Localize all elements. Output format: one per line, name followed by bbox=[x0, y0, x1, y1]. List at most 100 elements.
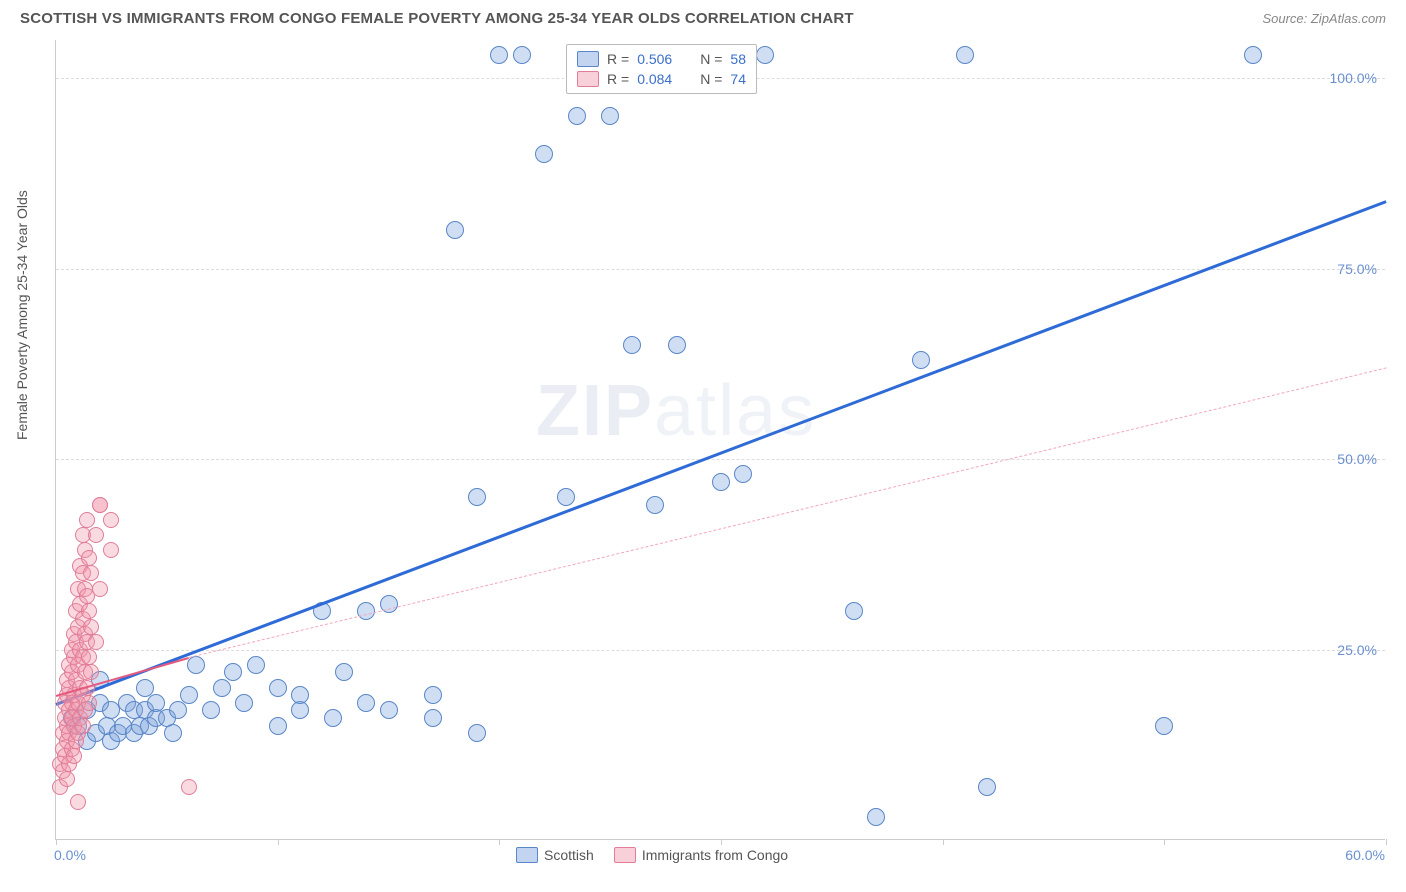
legend-swatch bbox=[577, 51, 599, 67]
legend-r-value: 0.506 bbox=[637, 51, 672, 67]
data-point bbox=[92, 581, 108, 597]
correlation-legend: R = 0.506 N = 58 R = 0.084 N = 74 bbox=[566, 44, 757, 94]
data-point bbox=[468, 488, 486, 506]
data-point bbox=[357, 694, 375, 712]
data-point bbox=[446, 221, 464, 239]
legend-label: Scottish bbox=[544, 847, 594, 863]
data-point bbox=[646, 496, 664, 514]
y-tick-label: 25.0% bbox=[1337, 642, 1377, 658]
legend-swatch bbox=[577, 71, 599, 87]
chart-title: SCOTTISH VS IMMIGRANTS FROM CONGO FEMALE… bbox=[20, 10, 854, 27]
data-point bbox=[557, 488, 575, 506]
legend-n-value: 74 bbox=[730, 71, 746, 87]
x-label-start: 0.0% bbox=[54, 847, 86, 863]
data-point bbox=[513, 46, 531, 64]
data-point bbox=[92, 497, 108, 513]
data-point bbox=[978, 778, 996, 796]
data-point bbox=[81, 695, 97, 711]
data-point bbox=[712, 473, 730, 491]
data-point bbox=[235, 694, 253, 712]
data-point bbox=[424, 709, 442, 727]
legend-r-label: R = bbox=[607, 51, 629, 67]
data-point bbox=[1155, 717, 1173, 735]
legend-n-label: N = bbox=[700, 51, 722, 67]
data-point bbox=[490, 46, 508, 64]
x-label-end: 60.0% bbox=[1345, 847, 1385, 863]
trend-line bbox=[55, 200, 1386, 706]
data-point bbox=[468, 724, 486, 742]
data-point bbox=[180, 686, 198, 704]
data-point bbox=[601, 107, 619, 125]
data-point bbox=[668, 336, 686, 354]
data-point bbox=[734, 465, 752, 483]
data-point bbox=[224, 663, 242, 681]
data-point bbox=[103, 542, 119, 558]
watermark: ZIPatlas bbox=[536, 370, 816, 452]
data-point bbox=[88, 527, 104, 543]
data-point bbox=[169, 701, 187, 719]
x-tick bbox=[56, 839, 57, 845]
data-point bbox=[83, 664, 99, 680]
data-point bbox=[213, 679, 231, 697]
chart-header: SCOTTISH VS IMMIGRANTS FROM CONGO FEMALE… bbox=[0, 0, 1406, 33]
legend-r-value: 0.084 bbox=[637, 71, 672, 87]
x-tick bbox=[721, 839, 722, 845]
data-point bbox=[380, 701, 398, 719]
y-tick-label: 100.0% bbox=[1330, 70, 1377, 86]
legend-n-value: 58 bbox=[730, 51, 746, 67]
data-point bbox=[424, 686, 442, 704]
x-tick bbox=[278, 839, 279, 845]
data-point bbox=[88, 634, 104, 650]
data-point bbox=[164, 724, 182, 742]
series-legend: Scottish Immigrants from Congo bbox=[516, 847, 788, 863]
data-point bbox=[912, 351, 930, 369]
y-tick-label: 50.0% bbox=[1337, 451, 1377, 467]
chart-plot-area: ZIPatlas 25.0%50.0%75.0%100.0%0.0%60.0%R… bbox=[55, 40, 1385, 840]
legend-row: R = 0.506 N = 58 bbox=[577, 49, 746, 69]
data-point bbox=[867, 808, 885, 826]
y-axis-label: Female Poverty Among 25-34 Year Olds bbox=[14, 190, 30, 440]
data-point bbox=[81, 649, 97, 665]
data-point bbox=[956, 46, 974, 64]
data-point bbox=[291, 686, 309, 704]
data-point bbox=[81, 550, 97, 566]
data-point bbox=[79, 512, 95, 528]
watermark-bold: ZIP bbox=[536, 371, 654, 451]
data-point bbox=[83, 619, 99, 635]
x-tick bbox=[1386, 839, 1387, 845]
data-point bbox=[1244, 46, 1262, 64]
trend-line bbox=[189, 368, 1386, 658]
data-point bbox=[623, 336, 641, 354]
data-point bbox=[568, 107, 586, 125]
legend-label: Immigrants from Congo bbox=[642, 847, 788, 863]
legend-swatch bbox=[516, 847, 538, 863]
data-point bbox=[845, 602, 863, 620]
gridline bbox=[56, 650, 1385, 651]
chart-source: Source: ZipAtlas.com bbox=[1262, 11, 1386, 26]
legend-row: R = 0.084 N = 74 bbox=[577, 69, 746, 89]
watermark-thin: atlas bbox=[654, 371, 816, 451]
data-point bbox=[83, 565, 99, 581]
data-point bbox=[70, 794, 86, 810]
data-point bbox=[247, 656, 265, 674]
legend-r-label: R = bbox=[607, 71, 629, 87]
x-tick bbox=[1164, 839, 1165, 845]
data-point bbox=[181, 779, 197, 795]
data-point bbox=[535, 145, 553, 163]
y-tick-label: 75.0% bbox=[1337, 261, 1377, 277]
data-point bbox=[66, 748, 82, 764]
data-point bbox=[324, 709, 342, 727]
legend-item: Scottish bbox=[516, 847, 594, 863]
data-point bbox=[59, 771, 75, 787]
x-tick bbox=[499, 839, 500, 845]
gridline bbox=[56, 459, 1385, 460]
data-point bbox=[81, 603, 97, 619]
data-point bbox=[103, 512, 119, 528]
data-point bbox=[335, 663, 353, 681]
legend-swatch bbox=[614, 847, 636, 863]
data-point bbox=[269, 679, 287, 697]
legend-n-label: N = bbox=[700, 71, 722, 87]
gridline bbox=[56, 269, 1385, 270]
data-point bbox=[269, 717, 287, 735]
x-tick bbox=[943, 839, 944, 845]
